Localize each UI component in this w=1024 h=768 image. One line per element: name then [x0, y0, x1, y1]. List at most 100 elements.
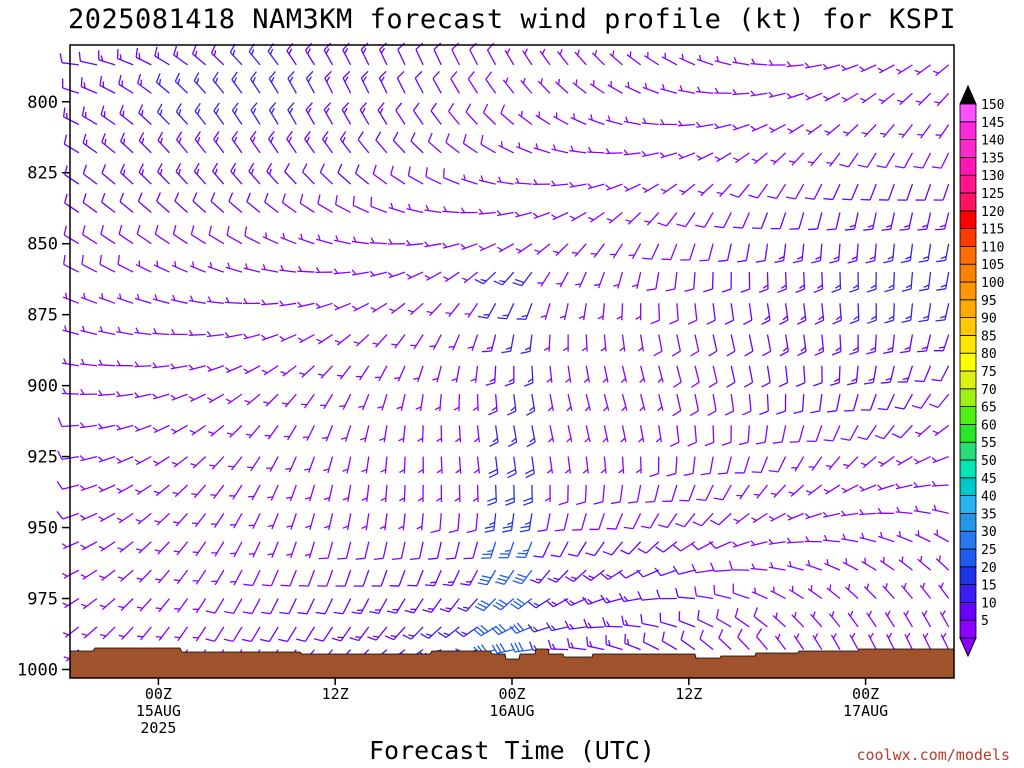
- wind-barb: [672, 565, 696, 575]
- wind-barb: [539, 48, 551, 66]
- colorbar-label: 45: [981, 472, 997, 487]
- colorbar-label: 135: [981, 151, 1004, 166]
- wind-barb: [268, 102, 279, 125]
- terrain-fill: [69, 647, 955, 679]
- wind-barb: [883, 243, 895, 264]
- colorbar-swatch: [959, 513, 977, 532]
- colorbar-swatch: [959, 352, 977, 372]
- wind-barb: [751, 456, 769, 474]
- wind-barb: [80, 569, 98, 580]
- colorbar-swatch: [959, 334, 977, 354]
- colorbar-swatch: [959, 459, 977, 479]
- wind-barb: [342, 42, 352, 66]
- wind-barb: [98, 326, 116, 336]
- wind-barb: [248, 484, 261, 501]
- wind-barb: [420, 626, 442, 639]
- wind-barb: [170, 328, 188, 336]
- wind-barb: [932, 424, 950, 437]
- wind-barb: [192, 192, 207, 213]
- wind-barb: [777, 272, 787, 294]
- wind-barb: [388, 238, 406, 245]
- wind-barb: [883, 334, 895, 355]
- wind-barb: [461, 271, 478, 284]
- wind-barb: [370, 302, 388, 313]
- wind-barb: [659, 119, 677, 126]
- wind-barb: [750, 90, 768, 97]
- wind-barb: [208, 424, 225, 437]
- wind-barb: [82, 133, 98, 154]
- wind-barb: [287, 70, 297, 94]
- wind-barb: [768, 123, 786, 134]
- wind-barb: [913, 481, 931, 489]
- wind-barb: [389, 569, 406, 587]
- wind-barb: [679, 484, 696, 502]
- wind-barb: [524, 456, 535, 479]
- wind-barb: [587, 183, 605, 190]
- wind-barb: [661, 631, 678, 651]
- wind-barb: [768, 538, 786, 545]
- y-axis: 800 825 850 875 900 925 950 975 1000: [17, 93, 70, 680]
- wind-barb: [369, 598, 388, 615]
- wind-barb: [138, 104, 152, 125]
- wind-barb: [911, 393, 932, 409]
- wind-barb: [297, 333, 315, 344]
- wind-barb: [637, 334, 645, 352]
- wind-barb: [602, 617, 623, 628]
- wind-barb: [434, 394, 442, 412]
- wind-barb: [779, 334, 790, 357]
- wind-barb: [460, 243, 478, 251]
- wind-barb: [231, 130, 243, 154]
- wind-barb: [933, 334, 950, 352]
- wind-barb: [602, 541, 624, 556]
- wind-barb: [546, 365, 553, 383]
- wind-barb: [152, 456, 170, 467]
- wind-barb: [721, 272, 732, 293]
- wind-barb: [174, 598, 189, 613]
- wind-barb: [174, 626, 189, 642]
- wind-barb: [152, 328, 170, 336]
- wind-barb: [415, 394, 424, 412]
- wind-barb: [333, 598, 352, 615]
- wind-barb: [605, 148, 623, 155]
- colorbar-swatch: [959, 548, 977, 568]
- wind-barb: [261, 299, 279, 306]
- wind-barb: [744, 334, 754, 357]
- wind-barb: [935, 303, 950, 322]
- wind-barb: [98, 389, 116, 397]
- wind-barb: [813, 272, 824, 294]
- y-tick-label: 975: [27, 590, 58, 610]
- wind-barb: [355, 541, 370, 560]
- wind-barb: [247, 456, 261, 472]
- wind-barb: [621, 615, 641, 628]
- wind-barb: [865, 243, 877, 264]
- wind-barb: [188, 329, 206, 336]
- wind-barb: [841, 510, 859, 517]
- wind-barb: [286, 484, 297, 502]
- wind-barb: [520, 334, 533, 355]
- wind-barb: [353, 334, 370, 347]
- wind-barb: [474, 271, 497, 285]
- wind-barb: [263, 393, 279, 407]
- wind-barb: [755, 425, 769, 445]
- wind-barb: [460, 569, 479, 586]
- wind-barb: [61, 541, 80, 550]
- wind-barb: [707, 394, 717, 416]
- wind-barb: [81, 254, 98, 273]
- wind-barb: [812, 633, 823, 650]
- wind-barb: [297, 301, 315, 308]
- wind-barb: [535, 111, 551, 126]
- wind-barb: [189, 261, 206, 273]
- wind-barb: [662, 484, 678, 503]
- wind-barb: [62, 292, 80, 304]
- wind-barb: [841, 92, 859, 103]
- wind-barb: [174, 192, 189, 213]
- wind-barb: [369, 237, 387, 245]
- wind-barb: [413, 365, 424, 383]
- wind-barb: [547, 569, 569, 583]
- wind-barb: [298, 569, 316, 587]
- wind-barb: [243, 263, 261, 273]
- wind-barb: [372, 334, 388, 348]
- wind-barb: [795, 272, 806, 294]
- wind-barb: [81, 626, 98, 639]
- wind-barb: [940, 632, 950, 650]
